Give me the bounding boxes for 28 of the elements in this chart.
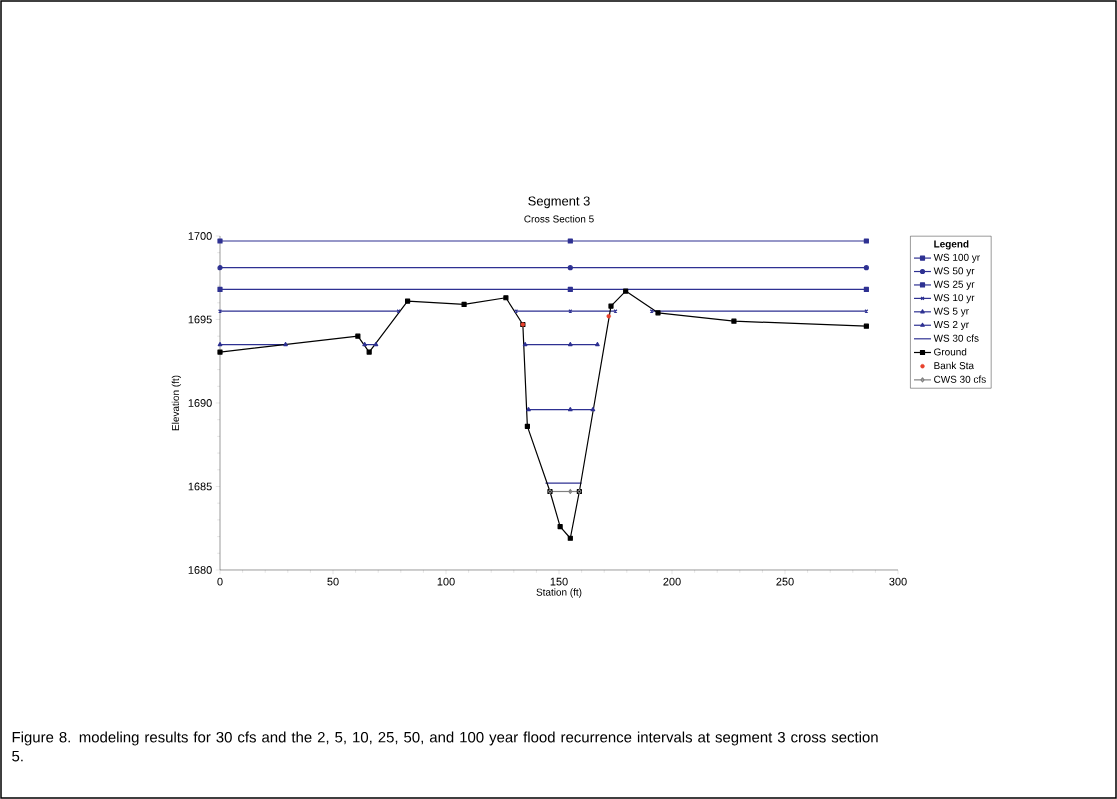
y-tick-label: 1680 <box>188 566 212 574</box>
y-tick-label: 1700 <box>188 232 212 240</box>
x-tick-label: 0 <box>217 577 223 586</box>
x-tick-label: 300 <box>889 577 907 586</box>
x-tick-label: 100 <box>437 577 455 586</box>
legend-label: WS 100 yr <box>933 253 980 263</box>
legend-label: WS 10 yr <box>933 294 975 304</box>
legend-label: Ground <box>934 348 967 356</box>
x-tick-label: 200 <box>663 577 681 586</box>
y-axis-title: Elevation (ft) <box>171 375 182 431</box>
legend-label: WS 5 yr <box>933 307 969 317</box>
chart-title: Segment 3 <box>528 196 590 209</box>
legend-label: WS 50 yr <box>933 267 975 277</box>
legend-label: WS 30 cfs <box>933 334 979 342</box>
y-tick-label: 1690 <box>188 399 212 407</box>
x-tick-label: 150 <box>550 577 568 586</box>
legend-label: CWS 30 cfs <box>934 375 986 383</box>
x-tick-label: 50 <box>327 577 339 586</box>
x-tick-label: 250 <box>776 577 794 586</box>
legend-label: Bank Sta <box>934 361 975 370</box>
legend-title: Legend <box>934 240 969 250</box>
caption: Figure 8. modeling results for 30 cfs and the 2, 5, 10, 25, 50, and 100 year flood recurrence intervals at segment 3 cross section 5. <box>12 731 878 762</box>
legend-label: WS 25 yr <box>933 280 975 290</box>
legend-label: WS 2 yr <box>933 321 969 331</box>
y-tick-label: 1685 <box>188 482 212 491</box>
y-tick-label: 1695 <box>188 315 212 324</box>
x-axis-title: Station (ft) <box>536 588 582 598</box>
chart-subtitle: Cross Section 5 <box>524 215 594 223</box>
